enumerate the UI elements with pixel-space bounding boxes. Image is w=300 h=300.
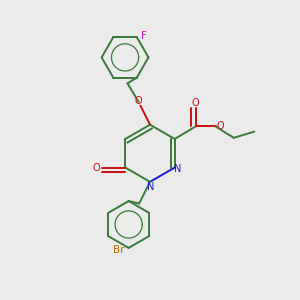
Text: O: O [192, 98, 200, 108]
Text: O: O [134, 96, 142, 106]
Text: N: N [147, 182, 154, 192]
Text: Br: Br [113, 244, 125, 254]
Text: F: F [141, 31, 147, 41]
Text: N: N [174, 164, 182, 174]
Text: O: O [217, 122, 225, 131]
Text: O: O [92, 163, 100, 172]
